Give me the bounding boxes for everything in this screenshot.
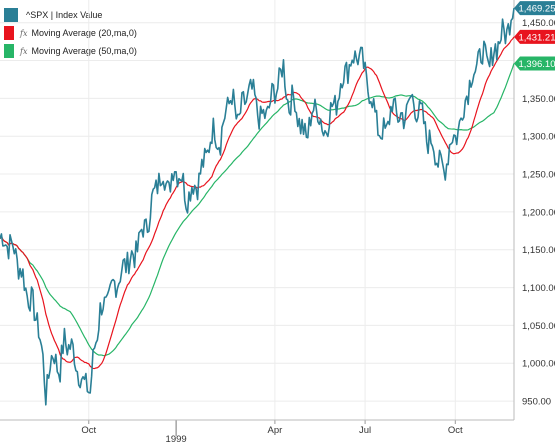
y-tick-label: 1,200.00 (522, 207, 555, 218)
x-tick-label: Oct (81, 425, 96, 436)
last-value-badge (514, 56, 555, 71)
legend-item-ma20[interactable]: fx Moving Average (20,ma,0) (4, 24, 137, 42)
function-icon: fx (20, 46, 28, 56)
last-value-label: 1,396.10 (519, 59, 555, 70)
legend-label-spx: ^SPX | Index Value (26, 10, 103, 20)
function-icon: fx (20, 28, 28, 38)
ma50-swatch (4, 44, 14, 58)
y-tick-label: 1,050.00 (522, 321, 555, 332)
y-tick-label: 1,350.00 (522, 94, 555, 105)
x-tick-label: Apr (267, 425, 282, 436)
last-value-badge (514, 1, 555, 16)
spx-swatch (4, 8, 18, 22)
x-tick-label: Oct (448, 425, 463, 436)
last-value-label: 1,469.25 (519, 4, 555, 15)
y-tick-label: 1,000.00 (522, 359, 555, 370)
last-value-badge (514, 29, 555, 44)
series-line-2 (0, 63, 515, 357)
legend-item-ma50[interactable]: fx Moving Average (50,ma,0) (4, 42, 137, 60)
last-value-label: 1,431.21 (519, 32, 555, 43)
chart-legend: ^SPX | Index Value fx Moving Average (20… (4, 6, 137, 60)
legend-label-ma20: Moving Average (20,ma,0) (31, 28, 137, 38)
series-line-0 (0, 8, 515, 406)
y-tick-label: 1,450.00 (522, 18, 555, 29)
legend-label-ma50: Moving Average (50,ma,0) (31, 46, 137, 56)
ma20-swatch (4, 26, 14, 40)
y-tick-label: 1,100.00 (522, 283, 555, 294)
x-tick-label: Jul (359, 425, 371, 436)
legend-item-spx[interactable]: ^SPX | Index Value (4, 6, 137, 24)
x-year-label: 1999 (166, 434, 187, 445)
y-tick-label: 950.00 (522, 397, 551, 408)
y-tick-label: 1,250.00 (522, 170, 555, 181)
y-tick-label: 1,150.00 (522, 245, 555, 256)
series-line-1 (0, 36, 515, 370)
y-tick-label: 1,300.00 (522, 132, 555, 143)
